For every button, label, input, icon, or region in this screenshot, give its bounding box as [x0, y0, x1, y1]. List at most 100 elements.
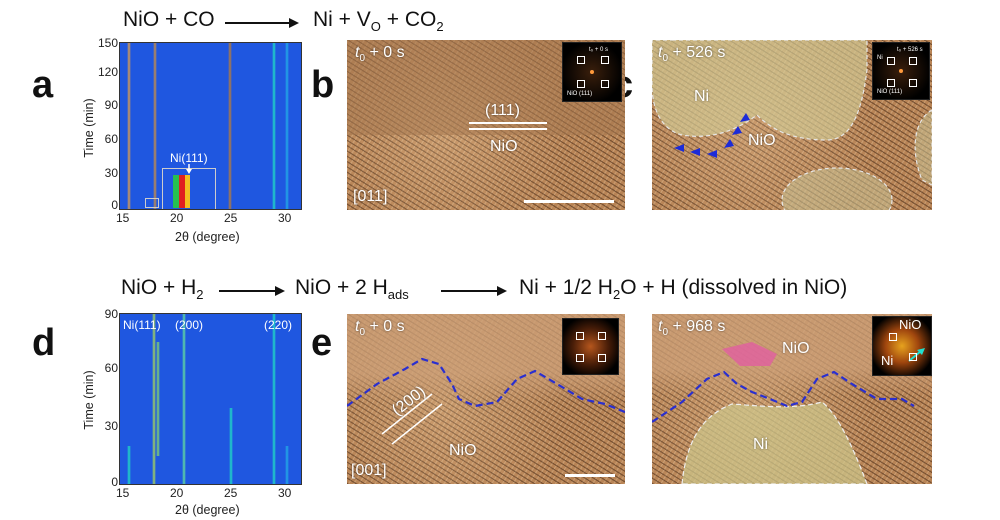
- fft-spot-box: [598, 332, 606, 340]
- eq2-arrow-2-icon: [441, 286, 507, 296]
- eq2-part1: NiO + H: [121, 276, 197, 299]
- plot-a-inset-stripe: [185, 175, 190, 208]
- plot-a-ytick: 0: [111, 198, 118, 212]
- plot-a-ylabel: Time (min): [82, 98, 96, 158]
- panel-letter-d: d: [32, 322, 56, 364]
- fft-spot-box: [577, 56, 585, 64]
- plot-a-xtick: 25: [224, 211, 238, 225]
- plot-a-xtick: 20: [170, 211, 184, 225]
- plot-a-inset-marker: [145, 198, 159, 208]
- eq2-part2-sub: ads: [387, 287, 409, 303]
- eq1-rhs-b: + CO: [380, 8, 437, 31]
- eq2-part3: Ni + 1/2 H: [519, 276, 613, 299]
- tem-b-phase-label: NiO: [490, 138, 518, 155]
- eq2-part3-tail: O + H (dissolved in NiO): [620, 276, 848, 299]
- heatmap-peak-stripe: [156, 342, 161, 456]
- fft-spot-box: [889, 333, 897, 341]
- tem-c-arrow-icons: [674, 113, 750, 158]
- tem-c-timestamp: t0 + 526 s: [658, 44, 726, 65]
- tem-c-phase-ni: Ni: [694, 88, 710, 105]
- plot-a-ytick: 60: [104, 132, 118, 146]
- fft-spot-box: [598, 354, 606, 362]
- plot-a-ytick: 30: [104, 166, 118, 180]
- eq1-lhs: NiO + CO: [123, 8, 215, 31]
- plot-d-ytick: 60: [104, 361, 118, 375]
- reaction-equation-2: NiO + H2 NiO + 2 Hads Ni + 1/2 H2O + H (…: [121, 276, 847, 306]
- fft-spot-box: [909, 57, 917, 65]
- tem-b-plane-line: [469, 122, 547, 124]
- tem-b-fft-inset: t₀ + 0 s NiO (111): [562, 42, 622, 102]
- plot-a-xlabel: 2θ (degree): [175, 230, 240, 244]
- plot-d-ytick: 0: [111, 475, 118, 489]
- plot-d-xtick: 20: [170, 486, 184, 500]
- eq2-part3-sub: 2: [612, 287, 621, 303]
- fft-spot-box: [909, 353, 917, 361]
- panel-letter-b: b: [311, 64, 335, 106]
- plot-a-xtick: 15: [116, 211, 130, 225]
- tem-e-scale-bar: [565, 474, 615, 477]
- tem-image-f: t0 + 968 s NiO Ni NiO Ni: [652, 314, 932, 484]
- tem-f-overlay: [652, 342, 915, 484]
- plot-a-inset-stripe: [173, 175, 179, 208]
- plot-d-annotation-3: (220): [264, 318, 293, 332]
- plot-a-ytick: 150: [97, 36, 118, 50]
- tem-f-fft-label: Ni: [881, 353, 894, 368]
- fft-spot: [899, 69, 903, 73]
- heatmap-peak-stripe: [153, 43, 158, 209]
- fft-spot-box: [887, 57, 895, 65]
- plot-d-xtick: 15: [116, 486, 130, 500]
- plot-a-inset: [162, 168, 216, 209]
- heatmap-peak-stripe: [126, 446, 131, 484]
- tem-f-fft-label: NiO: [899, 317, 922, 332]
- eq1-rhs-a-sub: O: [370, 19, 381, 35]
- fft-spot-box: [909, 79, 917, 87]
- tem-c-fft-inset: t₀ + 526 s Ni NiO (111): [872, 42, 930, 100]
- tem-b-fft-title: t₀ + 0 s: [589, 47, 608, 53]
- plot-a-xtick: 30: [278, 211, 292, 225]
- heatmap-peak-stripe: [285, 446, 290, 484]
- heatmap-peak-stripe: [272, 314, 277, 484]
- plot-d-annotation-2: (200): [175, 318, 204, 332]
- heatmap-peak-stripe: [152, 314, 157, 484]
- tem-image-c: t0 + 526 s Ni NiO t₀ + 526 s Ni NiO (111…: [652, 40, 932, 210]
- heatmap-peak-stripe: [272, 43, 277, 209]
- plot-d-heatmap: Ni(111) (200) (220): [119, 313, 302, 485]
- panel-letter-a: a: [32, 64, 54, 106]
- eq2-part2: NiO + 2 H: [295, 276, 388, 299]
- plot-d-xticks: 15 20 25 30: [116, 486, 300, 502]
- heatmap-peak-stripe: [228, 408, 233, 484]
- heatmap-peak-stripe: [126, 43, 131, 209]
- plot-a-annotation-arrow-icon: [186, 164, 192, 174]
- tem-c-phase-nio: NiO: [748, 132, 776, 149]
- plot-d-ylabel: Time (min): [82, 370, 96, 430]
- tem-b-scale-bar: [524, 200, 614, 203]
- fft-spot-box: [887, 79, 895, 87]
- plot-a-xticks: 15 20 25 30: [116, 211, 300, 227]
- tem-e-zone-axis: [001]: [351, 462, 387, 479]
- plot-a-yticks: 150 120 90 60 30 0: [98, 36, 118, 216]
- plot-a-heatmap: Ni(111): [119, 42, 302, 210]
- tem-b-timestamp: t0 + 0 s: [355, 44, 405, 65]
- fft-spot-box: [576, 354, 584, 362]
- tem-f-timestamp: t0 + 968 s: [658, 318, 726, 339]
- fft-spot-box: [601, 80, 609, 88]
- fft-spot: [590, 70, 594, 74]
- eq1-rhs-b-sub: 2: [436, 19, 444, 35]
- tem-f-fft-arrow-icon: [908, 348, 925, 362]
- tem-image-b: t0 + 0 s (111) NiO [011] t₀ + 0 s NiO (1…: [347, 40, 625, 210]
- tem-b-zone-axis: [011]: [353, 188, 388, 205]
- tem-b-plane-label: (111): [485, 102, 520, 119]
- eq2-part1-sub: 2: [196, 287, 204, 303]
- plot-a-ytick: 90: [104, 98, 118, 112]
- plot-d-yticks: 90 60 30 0: [98, 307, 118, 489]
- eq1-rhs-a: Ni + V: [313, 8, 371, 31]
- tem-c-fft-title: t₀ + 526 s: [897, 47, 923, 53]
- tem-f-phase-ni: Ni: [753, 436, 769, 453]
- plot-d-xlabel: 2θ (degree): [175, 503, 240, 517]
- plot-d-ytick: 30: [104, 419, 118, 433]
- heatmap-peak-stripe: [181, 314, 186, 484]
- tem-e-timestamp: t0 + 0 s: [355, 318, 405, 339]
- plot-a-inset-stripe: [179, 175, 185, 208]
- tem-e-phase-label: NiO: [449, 442, 477, 459]
- tem-b-fft-label: NiO (111): [567, 91, 593, 97]
